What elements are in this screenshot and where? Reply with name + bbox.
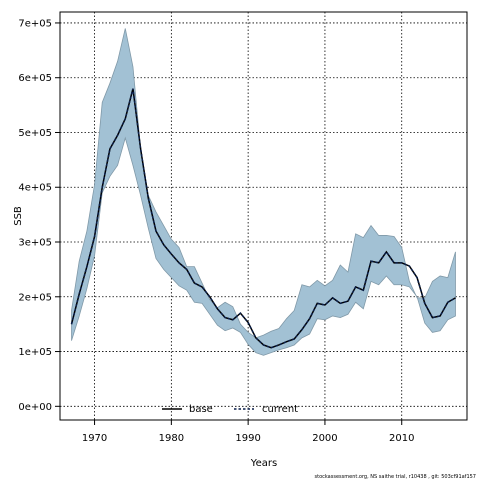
y-tick-label: 6e+05 (18, 73, 52, 84)
series-line-current (70, 88, 456, 349)
y-tick-label: 3e+05 (18, 238, 52, 249)
confidence-band (71, 28, 456, 356)
x-axis-label: Years (250, 458, 277, 469)
y-tick-label: 1e+05 (18, 347, 52, 358)
x-tick-label: 1970 (82, 433, 107, 444)
y-tick-label: 0e+00 (18, 402, 52, 413)
x-tick-label: 1980 (159, 433, 184, 444)
y-tick-label: 7e+05 (18, 18, 52, 29)
legend: base current (162, 404, 298, 415)
x-tick-label: 1990 (235, 433, 260, 444)
y-axis-label: SSB (13, 206, 24, 226)
plot-frame (59, 11, 468, 421)
y-axis: 0e+00 1e+05 2e+05 3e+05 4e+05 5e+05 6e+05 7e+05 (18, 18, 60, 413)
x-axis: 1970 1980 1990 2000 2010 (82, 420, 414, 444)
legend-base-label: base (189, 404, 213, 415)
series-line-layer (70, 88, 456, 349)
footer-credit: stockassessment.org, NS saithe trial, r1… (315, 474, 477, 480)
y-tick-label: 2e+05 (18, 292, 52, 303)
x-tick-label: 2010 (389, 433, 414, 444)
y-tick-label: 4e+05 (18, 183, 52, 194)
legend-current-label: current (262, 404, 298, 415)
confidence-band-layer (71, 28, 456, 356)
x-tick-label: 2000 (312, 433, 337, 444)
y-tick-label: 5e+05 (18, 128, 52, 139)
